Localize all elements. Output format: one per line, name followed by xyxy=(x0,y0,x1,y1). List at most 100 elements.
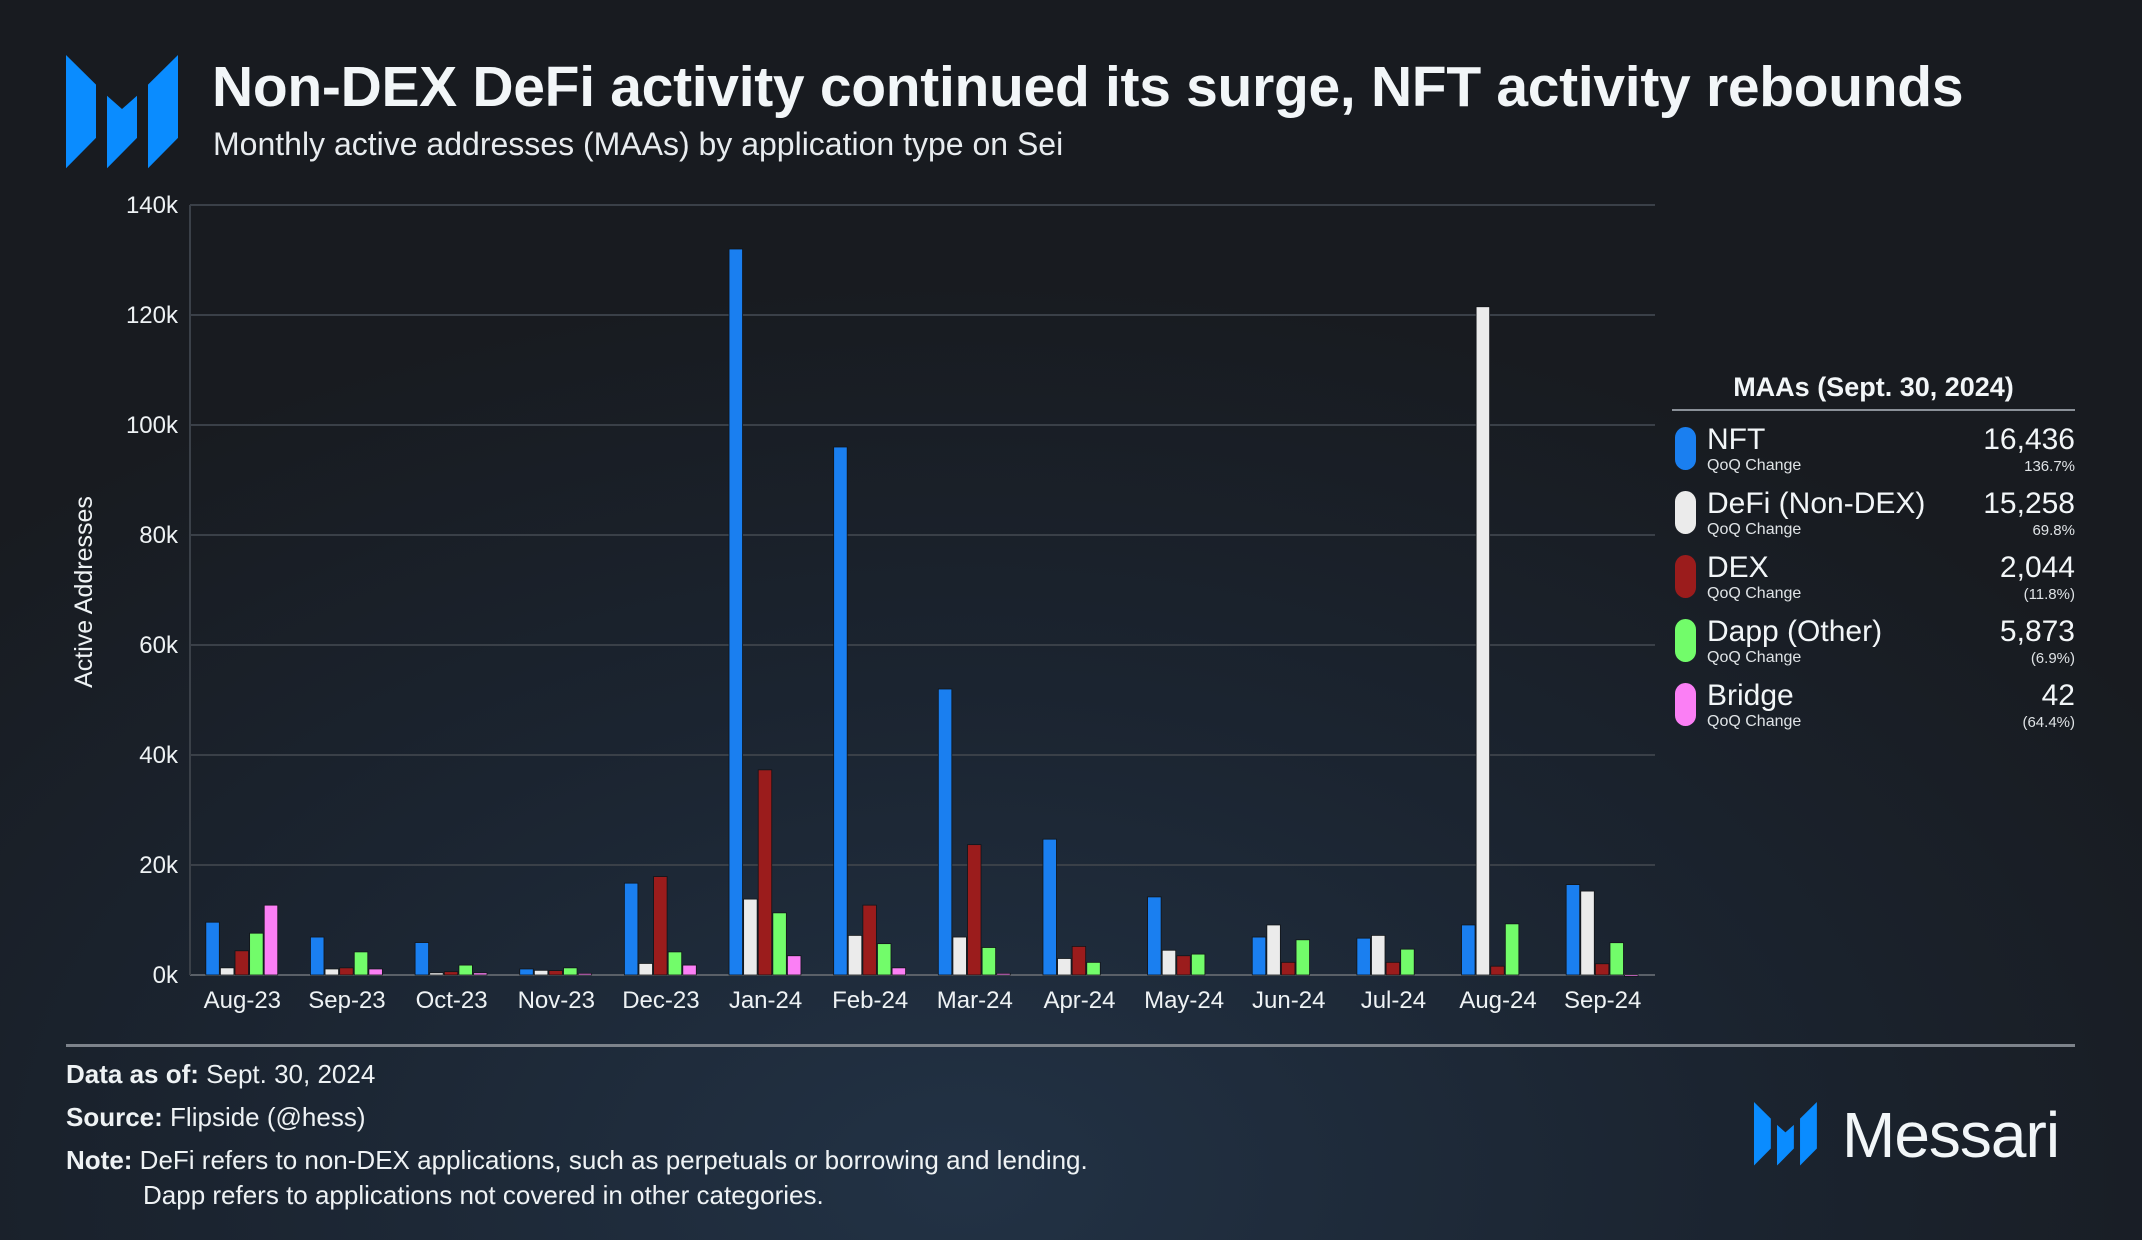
bar-dex-apr-24 xyxy=(1071,946,1087,976)
bar-defi-non-dex-apr-24 xyxy=(1057,958,1072,976)
legend-name: DEX xyxy=(1707,551,1769,584)
bar-dex-may-24 xyxy=(1176,955,1191,976)
bar-nft-sep-24 xyxy=(1565,884,1581,976)
page-title: Non-DEX DeFi activity continued its surg… xyxy=(212,55,1964,119)
bar-nft-feb-24 xyxy=(833,446,848,976)
note-line-2: Dapp refers to applications not covered … xyxy=(143,1180,824,1210)
source: Source: Flipside (@hess) xyxy=(66,1102,366,1133)
bar-defi-non-dex-dec-23 xyxy=(638,963,653,976)
bar-bridge-sep-24 xyxy=(1624,974,1639,977)
legend-item: Bridge QoQ Change 42 (64.4%) xyxy=(1672,673,2075,737)
legend-change: (11.8%) xyxy=(2023,586,2075,603)
x-tick-label: Jun-24 xyxy=(1252,987,1325,1014)
legend: MAAs (Sept. 30, 2024) NFT QoQ Change 16,… xyxy=(1672,372,2075,737)
bar-nft-mar-24 xyxy=(937,688,953,976)
bar-dex-feb-24 xyxy=(862,904,877,976)
legend-value: 2,044 xyxy=(1999,551,2075,584)
messari-logo-icon xyxy=(66,55,178,169)
bar-dex-jan-24 xyxy=(757,769,773,976)
page-subtitle: Monthly active addresses (MAAs) by appli… xyxy=(213,126,1064,162)
messari-brand-icon xyxy=(1754,1102,1817,1166)
legend-qoq-label: QoQ Change xyxy=(1707,457,1802,474)
bar-nft-jan-24 xyxy=(728,248,743,976)
bar-dex-aug-24 xyxy=(1490,965,1505,976)
y-axis-label: Active Addresses xyxy=(70,496,98,688)
bar-bridge-sep-23 xyxy=(368,968,383,976)
y-tick-label: 140k xyxy=(126,192,179,219)
bar-dex-nov-23 xyxy=(548,970,563,976)
legend-swatch xyxy=(1675,683,1696,726)
x-tick-label: Feb-24 xyxy=(832,987,908,1014)
messari-wordmark: Messari xyxy=(1842,1099,2060,1171)
bar-bridge-mar-24 xyxy=(996,972,1011,976)
y-tick-label: 120k xyxy=(126,302,179,329)
legend-swatch xyxy=(1675,491,1696,534)
bar-dex-sep-23 xyxy=(339,967,354,976)
x-tick-label: Dec-23 xyxy=(622,987,699,1014)
legend-value: 5,873 xyxy=(1999,615,2075,648)
legend-swatch xyxy=(1675,619,1696,662)
bar-defi-non-dex-jan-24 xyxy=(743,898,758,976)
bar-dapp-other-may-24 xyxy=(1191,953,1206,976)
data-as-of-label: Data as of: xyxy=(66,1059,199,1089)
note-line-1: DeFi refers to non-DEX applications, suc… xyxy=(139,1145,1088,1175)
y-tick-label: 20k xyxy=(139,852,179,879)
bar-dapp-other-dec-23 xyxy=(667,951,683,976)
data-as-of-value: Sept. 30, 2024 xyxy=(206,1059,376,1089)
footer-divider xyxy=(66,1044,2075,1047)
x-tick-label: Aug-24 xyxy=(1459,987,1536,1014)
legend-item: DeFi (Non-DEX) QoQ Change 15,258 69.8% xyxy=(1672,481,2075,545)
bar-dapp-other-sep-23 xyxy=(353,951,369,976)
bar-nft-apr-24 xyxy=(1042,838,1057,976)
bar-nft-sep-23 xyxy=(310,936,325,976)
bar-dapp-other-nov-23 xyxy=(563,967,578,976)
bar-dex-mar-24 xyxy=(967,844,982,976)
legend-name: NFT xyxy=(1707,423,1766,456)
x-tick-label: Sep-24 xyxy=(1564,987,1641,1014)
y-tick-label: 60k xyxy=(139,632,179,659)
bar-nft-aug-24 xyxy=(1461,924,1476,976)
bar-dex-oct-23 xyxy=(443,971,459,976)
legend-change: 69.8% xyxy=(2032,522,2075,539)
bar-dex-dec-23 xyxy=(653,876,668,976)
bar-dapp-other-sep-24 xyxy=(1609,942,1624,976)
note-label: Note: xyxy=(66,1145,133,1175)
x-tick-label: Oct-23 xyxy=(416,987,488,1014)
bar-defi-non-dex-nov-23 xyxy=(533,969,549,976)
source-value: Flipside (@hess) xyxy=(170,1102,366,1132)
y-tick-label: 80k xyxy=(139,522,179,549)
bar-defi-non-dex-oct-23 xyxy=(429,972,444,976)
bar-defi-non-dex-feb-24 xyxy=(847,935,863,976)
bar-dapp-other-aug-24 xyxy=(1504,923,1520,976)
bar-bridge-jan-24 xyxy=(787,955,802,976)
bar-defi-non-dex-aug-24 xyxy=(1475,306,1491,976)
legend-change: (64.4%) xyxy=(2022,714,2075,731)
legend-item: Dapp (Other) QoQ Change 5,873 (6.9%) xyxy=(1672,609,2075,673)
bar-defi-non-dex-jul-24 xyxy=(1371,935,1386,976)
legend-name: DeFi (Non-DEX) xyxy=(1707,487,1926,520)
note: Note: DeFi refers to non-DEX application… xyxy=(66,1145,1088,1176)
x-tick-label: Jan-24 xyxy=(729,987,802,1014)
bar-dapp-other-oct-23 xyxy=(458,964,473,976)
bar-bridge-dec-23 xyxy=(682,964,697,976)
legend-value: 42 xyxy=(2041,679,2075,712)
legend-title: MAAs (Sept. 30, 2024) xyxy=(1672,372,2075,411)
bar-nft-aug-23 xyxy=(205,921,220,976)
legend-name: Bridge xyxy=(1707,679,1794,712)
bar-dex-jul-24 xyxy=(1385,961,1400,976)
bar-dapp-other-mar-24 xyxy=(981,947,997,976)
bar-nft-jul-24 xyxy=(1356,937,1371,976)
x-tick-label: Aug-23 xyxy=(204,987,281,1014)
legend-item: NFT QoQ Change 16,436 136.7% xyxy=(1672,417,2075,481)
legend-value: 15,258 xyxy=(1983,487,2075,520)
data-as-of: Data as of: Sept. 30, 2024 xyxy=(66,1059,375,1090)
bar-defi-non-dex-sep-23 xyxy=(324,968,339,976)
x-tick-label: Nov-23 xyxy=(518,987,595,1014)
bar-bridge-aug-23 xyxy=(263,904,279,976)
legend-qoq-label: QoQ Change xyxy=(1707,649,1802,666)
bar-nft-may-24 xyxy=(1147,896,1162,976)
bar-bridge-feb-24 xyxy=(891,967,906,976)
bar-bridge-oct-23 xyxy=(473,972,488,976)
legend-qoq-label: QoQ Change xyxy=(1707,585,1802,602)
bar-dapp-other-aug-23 xyxy=(249,932,264,976)
